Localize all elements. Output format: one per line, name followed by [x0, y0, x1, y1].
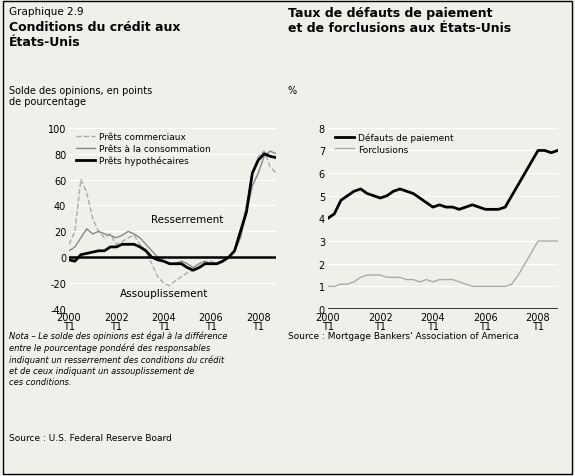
Text: Resserrement: Resserrement	[151, 215, 224, 225]
Text: Source : U.S. Federal Reserve Board: Source : U.S. Federal Reserve Board	[9, 433, 171, 442]
Text: Conditions du crédit aux
États-Unis: Conditions du crédit aux États-Unis	[9, 21, 180, 50]
Legend: Prêts commerciaux, Prêts à la consommation, Prêts hypothécaires: Prêts commerciaux, Prêts à la consommati…	[75, 133, 211, 166]
Text: Taux de défauts de paiement
et de forclusions aux États-Unis: Taux de défauts de paiement et de forclu…	[288, 7, 511, 35]
Text: Nota – Le solde des opinions est égal à la différence
entre le pourcentage pondé: Nota – Le solde des opinions est égal à …	[9, 331, 227, 386]
Text: Assouplissement: Assouplissement	[120, 288, 208, 298]
Text: Solde des opinions, en points
de pourcentage: Solde des opinions, en points de pourcen…	[9, 86, 152, 107]
Text: Graphique 2.9: Graphique 2.9	[9, 7, 83, 17]
Legend: Défauts de paiement, Forclusions: Défauts de paiement, Forclusions	[335, 133, 454, 154]
Text: Source : Mortgage Bankers' Association of America: Source : Mortgage Bankers' Association o…	[288, 331, 519, 340]
Text: %: %	[288, 86, 297, 96]
